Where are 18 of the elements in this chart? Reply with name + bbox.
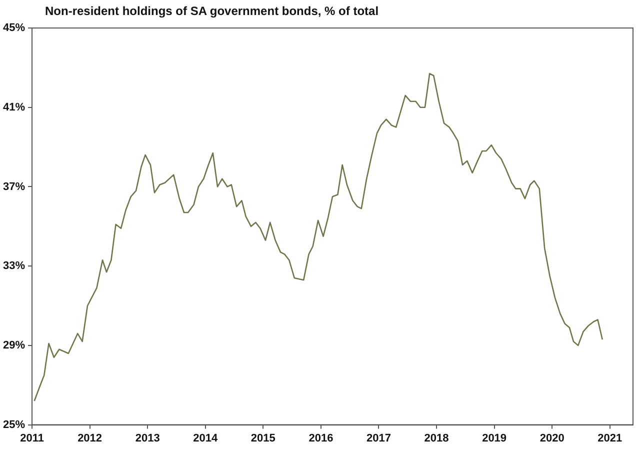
x-tick-label: 2015 (250, 432, 276, 444)
y-tick-label: 37% (2, 180, 26, 193)
x-tick-label: 2012 (78, 432, 102, 444)
y-tick-label: 25% (2, 418, 26, 431)
chart-title: Non-resident holdings of SA government bonds, % of total (45, 4, 379, 18)
x-tick-label: 2013 (135, 432, 160, 444)
x-tick-label: 2020 (540, 432, 564, 444)
x-tick-label: 2021 (598, 432, 622, 444)
x-tick-label: 2016 (308, 432, 334, 444)
x-tick-label: 2011 (20, 432, 44, 444)
y-tick-label: 29% (2, 339, 26, 352)
x-tick-label: 2019 (482, 432, 507, 444)
x-tick-label: 2018 (424, 432, 449, 444)
x-tick-label: 2014 (193, 432, 218, 444)
x-tick-label: 2017 (366, 432, 391, 444)
y-tick-label: 41% (2, 101, 26, 114)
y-tick-label: 33% (2, 260, 26, 272)
y-tick-label: 45% (2, 22, 26, 34)
